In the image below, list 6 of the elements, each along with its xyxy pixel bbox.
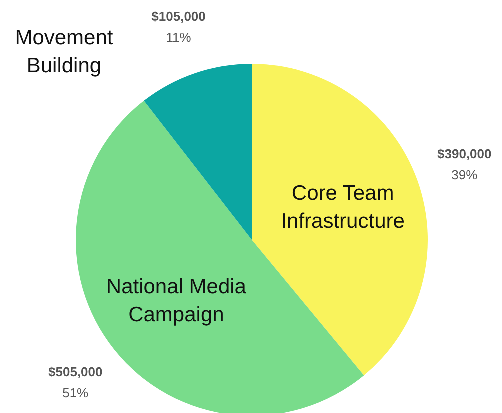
data-label: $390,000 39% (438, 146, 492, 182)
slice-label: Core Team Infrastructure (281, 182, 405, 233)
data-label: $505,000 51% (48, 364, 103, 400)
slice-label: Movement Building (15, 26, 114, 78)
slice-label: National Media Campaign (106, 275, 247, 326)
data-label: $105,000 11% (152, 8, 206, 45)
